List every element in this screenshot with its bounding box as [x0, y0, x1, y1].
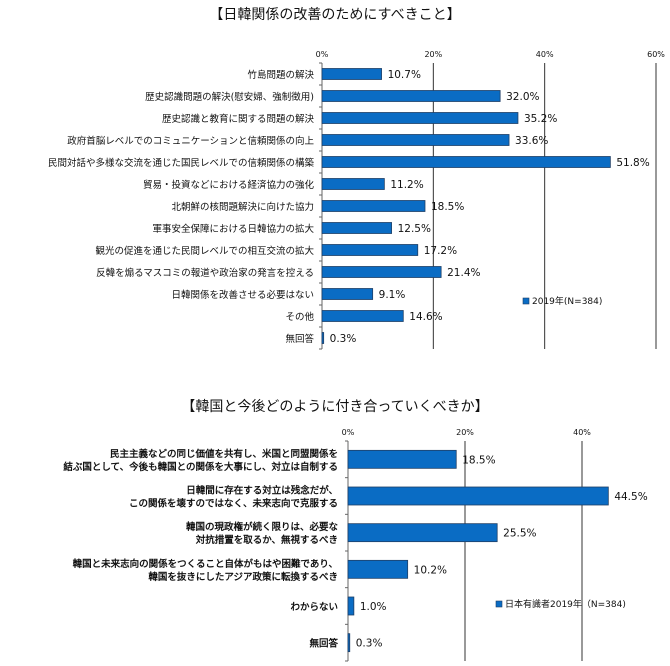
chart2: 0% 20% 40% 18.5% 民主主義などの同じ価値を共有し、米国と同盟関係を結ぶ国… — [63, 428, 648, 662]
bar — [347, 449, 457, 469]
category-label: 対抗措置を取るか、無視するべき — [195, 534, 338, 546]
legend-label: 2019年(N=384) — [532, 295, 602, 307]
category-label: この関係を壊すのではなく、未来志向で克服する — [129, 498, 338, 510]
bar — [321, 200, 426, 212]
value-label: 18.5% — [431, 201, 464, 213]
category-label: 政府首脳レベルでのコミュニケーションと信頼関係の向上 — [67, 135, 314, 147]
x-tick-label: 40% — [573, 428, 591, 437]
x-tick-label: 0% — [342, 428, 355, 437]
value-label: 21.4% — [447, 267, 480, 279]
chart2-title: 【韓国と今後どのように付き合っていくべきか】 — [181, 399, 488, 415]
value-label: 18.5% — [462, 454, 495, 466]
category-label: 無回答 — [285, 333, 314, 345]
category-label: 貿易・投資などにおける経済協力の強化 — [143, 179, 315, 191]
category-label: 韓国と未来志向の関係をつくること自体がもはや困難であり、 — [73, 558, 338, 570]
category-label: 韓国を抜きにしたアジア政策に転換するべき — [148, 571, 338, 583]
value-label: 51.8% — [616, 157, 649, 169]
bar — [347, 486, 609, 506]
value-label: 10.7% — [388, 69, 421, 81]
category-label: 日韓関係を改善させる必要はない — [171, 289, 314, 301]
category-label: 竹島問題の解決 — [247, 69, 314, 81]
value-label: 11.2% — [390, 179, 423, 191]
bar — [347, 633, 351, 653]
category-label: 韓国の現政権が続く限りは、必要な — [186, 521, 339, 533]
category-label: 軍事安全保障における日韓協力の拡大 — [152, 223, 314, 235]
category-label: 日韓間に存在する対立は残念だが、 — [186, 485, 338, 497]
legend-swatch — [495, 600, 503, 608]
category-label: 民主主義などの同じ価値を共有し、米国と同盟関係を — [110, 448, 338, 460]
x-tick-label: 0% — [316, 50, 329, 59]
bar — [321, 68, 382, 80]
category-label: わからない — [290, 602, 338, 613]
value-label: 33.6% — [515, 135, 548, 147]
value-label: 35.2% — [524, 113, 557, 125]
bar — [347, 523, 498, 543]
value-label: 0.3% — [356, 638, 383, 650]
category-label: 反韓を煽るマスコミの報道や政治家の発言を控える — [96, 267, 314, 279]
value-label: 17.2% — [424, 245, 457, 257]
bar — [321, 244, 419, 256]
bar — [321, 178, 385, 190]
x-tick-label: 60% — [647, 50, 665, 59]
bar — [321, 310, 404, 322]
x-tick-label: 20% — [456, 428, 474, 437]
value-label: 14.6% — [409, 311, 442, 323]
bar — [321, 156, 611, 168]
bar — [321, 332, 325, 344]
value-label: 12.5% — [398, 223, 431, 235]
bar — [347, 596, 355, 616]
chart1: 0% 20% 40% 60% 10.7% 竹島問題の解決 32.0% 歴史認識問題の解決(慰安… — [48, 50, 665, 350]
bar — [321, 134, 510, 146]
x-tick-label: 20% — [424, 50, 442, 59]
bar — [321, 222, 392, 234]
category-label: 無回答 — [309, 638, 338, 650]
category-label: 結ぶ国として、今後も韓国との関係を大事にし、対立は自制する — [63, 461, 338, 473]
value-label: 9.1% — [379, 289, 406, 301]
value-label: 10.2% — [414, 564, 447, 576]
value-label: 0.3% — [330, 333, 357, 345]
bar — [321, 112, 519, 124]
category-label: 北朝鮮の核問題解決に向けた協力 — [171, 201, 314, 213]
category-label: 歴史認識と教育に関する問題の解決 — [162, 113, 315, 125]
legend-swatch — [522, 297, 530, 305]
value-label: 32.0% — [506, 91, 539, 103]
legend-label: 日本有識者2019年（N=384) — [505, 598, 626, 610]
value-label: 44.5% — [614, 491, 647, 503]
bar — [321, 90, 501, 102]
value-label: 25.5% — [503, 528, 536, 540]
bar — [347, 559, 409, 579]
x-tick-label: 40% — [536, 50, 554, 59]
bar — [321, 288, 374, 300]
category-label: 観光の促進を通じた民間レベルでの相互交流の拡大 — [95, 245, 314, 257]
category-label: 歴史認識問題の解決(慰安婦、強制徴用) — [145, 91, 314, 103]
category-label: 民間対話や多様な交流を通じた国民レベルでの信頼関係の構築 — [48, 157, 315, 169]
chart1-title: 【日韓関係の改善のためにすべきこと】 — [209, 7, 460, 23]
value-label: 1.0% — [360, 601, 387, 613]
bar — [321, 266, 442, 278]
category-label: その他 — [285, 311, 314, 323]
